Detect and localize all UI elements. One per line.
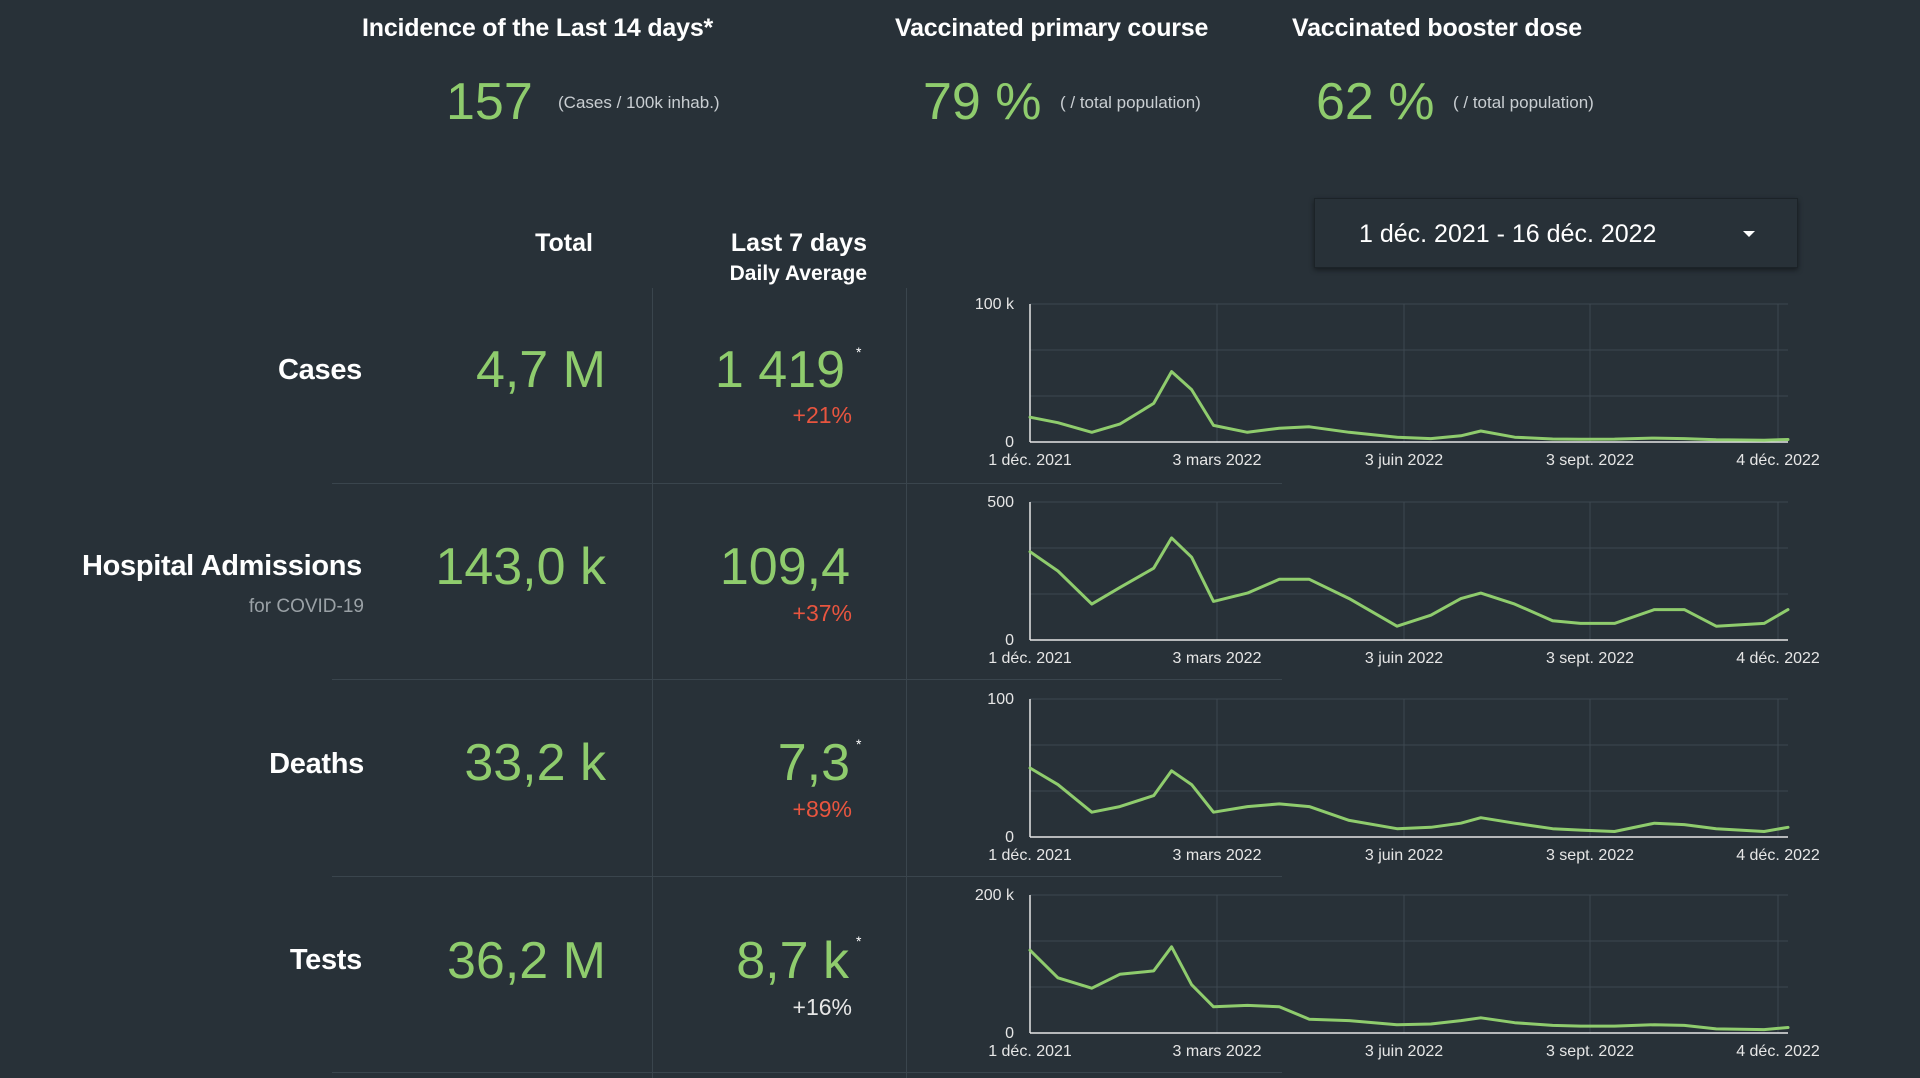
x-tick-label: 1 déc. 2021 [988, 847, 1072, 864]
row-divider [332, 483, 1282, 484]
x-tick-label: 4 déc. 2022 [1736, 452, 1820, 469]
column-header-last7: Last 7 days [730, 229, 867, 257]
footnote-asterisk: * [856, 736, 862, 752]
y-tick-label: 200 k [975, 887, 1015, 904]
x-tick-label: 3 mars 2022 [1173, 452, 1262, 469]
row-label-hospital-admissions: Hospital Admissions [81, 550, 362, 582]
deaths-change: +89% [792, 796, 852, 822]
x-tick-label: 3 sept. 2022 [1546, 847, 1634, 864]
x-tick-label: 4 déc. 2022 [1736, 650, 1820, 667]
x-tick-label: 3 sept. 2022 [1546, 452, 1634, 469]
x-tick-label: 4 déc. 2022 [1736, 1043, 1820, 1060]
row-divider [332, 679, 1282, 680]
footnote-asterisk: * [856, 344, 862, 360]
y-tick-label: 0 [1005, 1025, 1014, 1042]
y-tick-label: 0 [1005, 632, 1014, 649]
kpi-incidence-title: Incidence of the Last 14 days* [362, 14, 714, 42]
x-tick-label: 3 mars 2022 [1173, 650, 1262, 667]
cases-change: +21% [792, 402, 852, 428]
tests-trend-chart: 0 200 k 1 déc. 2021 3 mars 2022 3 juin 2022 3… [975, 887, 1820, 1060]
hospital-avg-value: 109,4 [719, 538, 850, 596]
column-subheader-daily-average: Daily Average [729, 262, 867, 285]
series-line [1028, 536, 1790, 628]
x-tick-label: 1 déc. 2021 [988, 1043, 1072, 1060]
y-tick-label: 500 [987, 494, 1014, 511]
x-tick-label: 3 mars 2022 [1173, 847, 1262, 864]
kpi-primary-unit: ( / total population) [1060, 93, 1201, 112]
tests-avg-value: 8,7 k [736, 932, 849, 990]
row-divider [332, 876, 1282, 877]
x-tick-label: 3 juin 2022 [1365, 452, 1443, 469]
row-label-cases: Cases [278, 354, 362, 386]
hospital-admissions-trend-chart: 0 500 1 déc. 2021 3 mars 2022 3 juin 2022 3 s… [987, 494, 1820, 667]
column-divider [906, 288, 907, 1078]
x-tick-label: 3 mars 2022 [1173, 1043, 1262, 1060]
kpi-incidence-value: 157 [446, 73, 533, 131]
series-line [1028, 945, 1790, 1032]
footnote-asterisk: * [856, 933, 862, 949]
deaths-trend-chart: 0 100 1 déc. 2021 3 mars 2022 3 juin 2022 3 s… [987, 691, 1820, 864]
kpi-primary-title: Vaccinated primary course [895, 14, 1209, 42]
date-range-label: 1 déc. 2021 - 16 déc. 2022 [1359, 220, 1657, 248]
kpi-primary-value: 79 % [923, 73, 1042, 131]
row-label-tests: Tests [289, 944, 362, 976]
x-tick-label: 3 juin 2022 [1365, 1043, 1443, 1060]
x-tick-label: 3 juin 2022 [1365, 650, 1443, 667]
row-label-deaths: Deaths [269, 748, 364, 780]
x-tick-label: 3 sept. 2022 [1546, 1043, 1634, 1060]
x-tick-label: 1 déc. 2021 [988, 452, 1072, 469]
kpi-booster-title: Vaccinated booster dose [1292, 14, 1582, 42]
chevron-down-icon [1743, 231, 1755, 237]
tests-change: +16% [792, 994, 852, 1020]
column-header-total: Total [535, 229, 593, 257]
cases-trend-chart: 0 100 k 1 déc. 2021 3 mars 2022 3 juin 2022 3… [975, 296, 1820, 469]
x-tick-label: 4 déc. 2022 [1736, 847, 1820, 864]
cases-total-value: 4,7 M [475, 341, 606, 399]
row-divider [332, 1072, 1282, 1073]
hospital-change: +37% [792, 600, 852, 626]
cases-avg-value: 1 419 [714, 341, 845, 399]
series-line [1028, 766, 1790, 833]
x-tick-label: 3 sept. 2022 [1546, 650, 1634, 667]
x-tick-label: 1 déc. 2021 [988, 650, 1072, 667]
y-tick-label: 0 [1005, 829, 1014, 846]
kpi-incidence-unit: (Cases / 100k inhab.) [558, 93, 720, 112]
x-tick-label: 3 juin 2022 [1365, 847, 1443, 864]
tests-total-value: 36,2 M [447, 932, 606, 990]
y-tick-label: 100 [987, 691, 1014, 708]
y-tick-label: 0 [1005, 434, 1014, 451]
series-line [1028, 370, 1790, 442]
y-tick-label: 100 k [975, 296, 1015, 313]
kpi-booster-unit: ( / total population) [1453, 93, 1594, 112]
kpi-booster-value: 62 % [1316, 73, 1435, 131]
row-sublabel-for-covid: for COVID-19 [248, 596, 364, 617]
date-range-selector[interactable]: 1 déc. 2021 - 16 déc. 2022 [1314, 198, 1798, 268]
deaths-avg-value: 7,3 [777, 734, 850, 792]
deaths-total-value: 33,2 k [464, 734, 606, 792]
hospital-total-value: 143,0 k [435, 538, 606, 596]
column-divider [652, 288, 653, 1078]
